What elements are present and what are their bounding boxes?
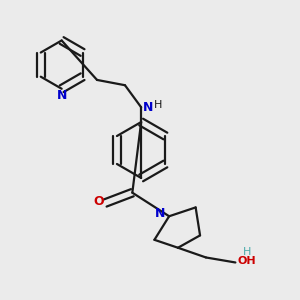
Text: H: H	[154, 100, 162, 110]
Text: OH: OH	[237, 256, 256, 266]
Text: H: H	[242, 247, 251, 257]
Text: O: O	[94, 195, 104, 208]
Text: N: N	[142, 101, 153, 114]
Text: N: N	[56, 89, 67, 102]
Text: N: N	[155, 207, 166, 220]
